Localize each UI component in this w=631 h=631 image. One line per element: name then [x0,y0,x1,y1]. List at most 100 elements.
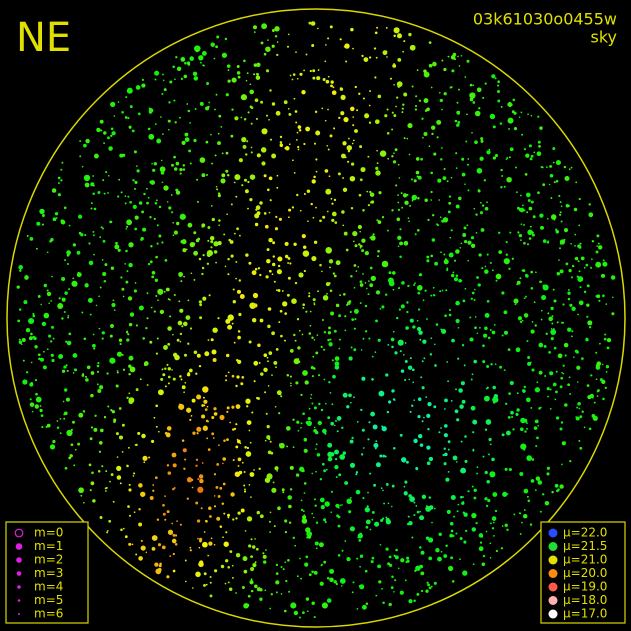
star [343,45,346,48]
star [174,78,176,81]
star [187,109,191,113]
star [407,284,410,288]
star [215,185,218,188]
star [275,580,280,585]
star [195,372,198,375]
star [343,231,348,236]
star [467,158,470,160]
star [388,400,392,404]
star [387,502,390,505]
star [121,111,124,114]
star [443,259,449,265]
star [569,460,572,463]
star [134,187,136,190]
star [50,300,53,302]
star [387,343,390,346]
star [554,398,557,401]
star [336,416,342,421]
star [65,397,70,402]
star [348,300,352,303]
star [362,97,365,100]
star [179,340,182,343]
star [254,584,258,589]
star [299,209,302,212]
star [423,98,429,104]
star [368,56,372,59]
star [460,381,465,386]
star [300,508,304,512]
star [225,318,231,324]
star [149,260,153,264]
star [331,218,335,223]
star [184,559,187,562]
star [421,420,424,423]
star [202,296,207,301]
star [549,388,552,391]
star [180,280,183,283]
star [201,462,204,464]
star [333,580,337,584]
star [596,245,599,247]
star [230,492,235,497]
star [456,124,458,127]
star [126,225,129,228]
star [88,260,94,266]
star [83,337,87,341]
star [442,217,449,223]
star [160,116,162,118]
star [452,54,455,57]
star [430,199,432,201]
star [274,35,278,38]
star [555,416,560,420]
star [365,525,369,529]
star [105,171,108,174]
star [455,167,458,169]
star [231,108,234,111]
star [430,86,433,89]
star [563,342,569,348]
star [98,295,100,298]
star [505,253,508,256]
star [555,390,558,394]
star [370,411,376,417]
star [207,554,210,557]
star [457,120,461,124]
star [288,216,290,219]
star [441,147,443,149]
star [393,34,396,38]
star [399,228,402,231]
star [549,173,554,178]
star [391,389,395,393]
star [176,221,180,226]
star [483,179,486,182]
star [567,327,572,332]
star [522,513,528,519]
star [579,286,582,289]
star [215,45,218,49]
star [135,553,138,556]
star [269,199,272,202]
star [564,403,568,407]
star [138,201,143,205]
star [311,570,314,574]
star [352,116,355,118]
star [128,355,134,361]
star [537,480,543,485]
star [302,306,305,309]
star [18,340,23,345]
star [432,286,435,289]
star [520,223,523,226]
star [73,464,76,467]
star [232,300,236,304]
star [397,194,399,196]
star [275,348,279,351]
magnitude-symbol [17,585,21,589]
star [107,192,109,194]
star [385,373,389,377]
star [151,439,155,443]
star [277,256,283,262]
star [354,85,357,89]
star [255,117,258,120]
star [127,505,130,508]
star [349,175,356,182]
